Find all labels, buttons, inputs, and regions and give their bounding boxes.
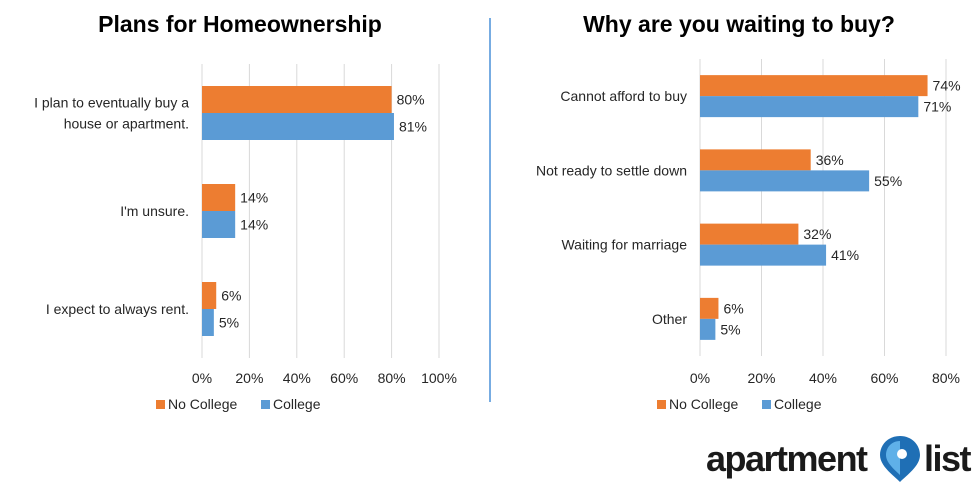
logo-text-list: list	[924, 438, 972, 479]
category-label: house or apartment.	[64, 116, 189, 132]
x-tick-label: 60%	[870, 370, 898, 386]
data-label: 5%	[720, 321, 740, 337]
data-label: 32%	[803, 226, 831, 242]
data-label: 36%	[816, 152, 844, 168]
legend-label: No College	[669, 396, 738, 412]
x-tick-label: 20%	[235, 370, 263, 386]
category-label: Cannot afford to buy	[560, 88, 687, 104]
x-tick-label: 80%	[932, 370, 960, 386]
x-tick-label: 0%	[192, 370, 212, 386]
bar-no-college	[700, 75, 928, 97]
category-label: Not ready to settle down	[536, 162, 687, 178]
bar-no-college	[700, 149, 811, 171]
bar-college	[202, 113, 394, 140]
legend-swatch-college	[762, 400, 771, 409]
waiting-chart: Why are you waiting to buy? 0% 20% 40% 60% 80…	[536, 11, 961, 412]
data-label: 71%	[923, 99, 951, 115]
logo-text-apartment: apartment	[706, 438, 868, 479]
x-tick-label: 40%	[283, 370, 311, 386]
legend-label: No College	[168, 396, 237, 412]
data-label: 41%	[831, 247, 859, 263]
x-tick-label: 100%	[421, 370, 457, 386]
data-label: 14%	[240, 190, 268, 206]
legend-swatch-college	[261, 400, 270, 409]
bar-college	[700, 170, 870, 192]
bar-college	[202, 309, 214, 336]
category-label: I'm unsure.	[120, 203, 189, 219]
legend-label: College	[774, 396, 822, 412]
data-label: 6%	[221, 288, 241, 304]
bar-no-college	[202, 184, 236, 211]
category-label: I plan to eventually buy a	[34, 95, 189, 111]
legend-swatch-no-college	[156, 400, 165, 409]
bar-no-college	[700, 297, 719, 319]
data-label: 81%	[399, 119, 427, 135]
bar-no-college	[202, 282, 217, 309]
x-tick-label: 40%	[809, 370, 837, 386]
x-tick-label: 80%	[378, 370, 406, 386]
data-label: 6%	[723, 300, 743, 316]
chart-title: Plans for Homeownership	[98, 11, 382, 37]
x-tick-label: 20%	[747, 370, 775, 386]
category-label: Other	[652, 311, 687, 327]
data-label: 80%	[397, 92, 425, 108]
legend-label: College	[273, 396, 321, 412]
legend-swatch-no-college	[657, 400, 666, 409]
chart-title: Why are you waiting to buy?	[583, 11, 895, 37]
bar-college	[700, 318, 716, 340]
category-label: Waiting for marriage	[561, 237, 687, 253]
bar-college	[700, 244, 827, 266]
bar-college	[202, 211, 236, 238]
bar-college	[700, 96, 919, 118]
bar-no-college	[202, 86, 392, 113]
data-label: 74%	[933, 78, 961, 94]
category-label: I expect to always rent.	[46, 301, 189, 317]
data-label: 14%	[240, 217, 268, 233]
x-tick-label: 0%	[690, 370, 710, 386]
apartment-list-logo: apartment list	[706, 436, 973, 482]
homeownership-chart: Plans for Homeownership 0% 20% 40% 60% 80% 100…	[34, 11, 457, 412]
x-tick-label: 60%	[330, 370, 358, 386]
bar-no-college	[700, 223, 799, 245]
data-label: 5%	[219, 315, 239, 331]
data-label: 55%	[874, 173, 902, 189]
map-pin-icon	[880, 436, 920, 482]
